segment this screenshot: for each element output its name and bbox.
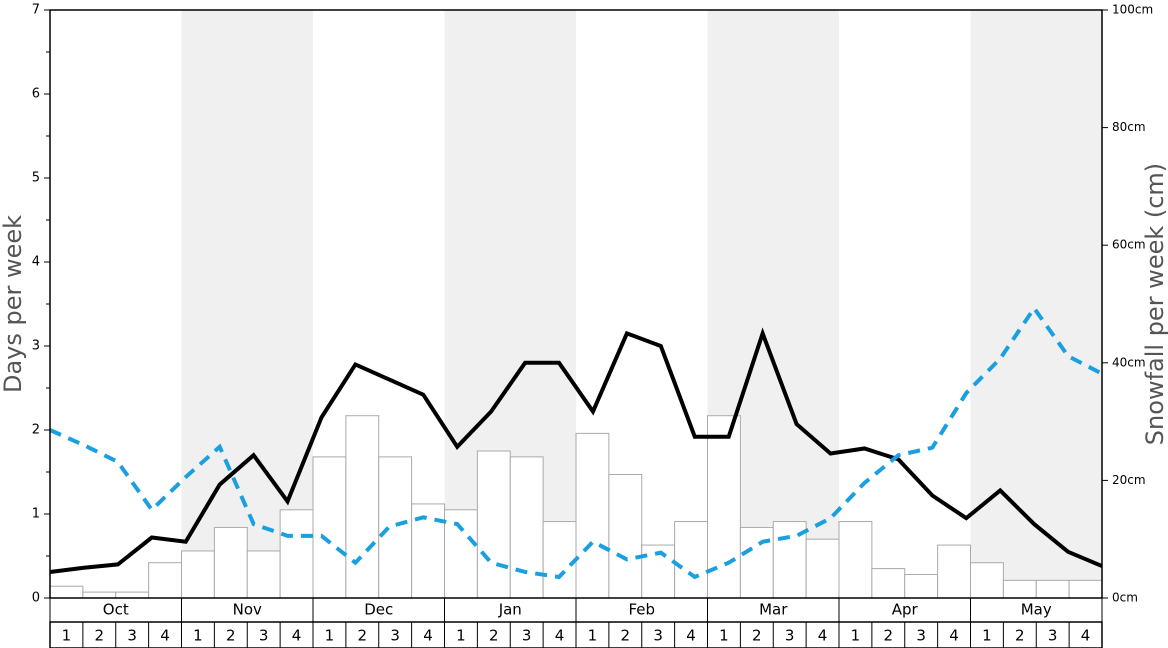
week-label: 1 [851, 627, 861, 645]
week-label: 2 [621, 627, 631, 645]
bar [279, 509, 314, 599]
bar [1035, 579, 1070, 599]
bar [476, 450, 511, 599]
week-label: 3 [522, 627, 532, 645]
week-label: 3 [785, 627, 795, 645]
y2-tick-label: 60cm [1112, 238, 1146, 252]
bar [115, 591, 150, 599]
month-label: Feb [628, 601, 655, 619]
bar [904, 573, 939, 599]
month-label: Mar [759, 601, 788, 619]
y2-tick-label: 100cm [1112, 3, 1153, 17]
bar [345, 415, 380, 599]
week-label: 1 [719, 627, 729, 645]
bar [1002, 579, 1037, 599]
bar [871, 568, 906, 599]
week-label: 4 [686, 627, 696, 645]
bar [838, 521, 873, 599]
week-label: 1 [588, 627, 598, 645]
y-tick-label: 1 [32, 507, 40, 522]
month-label: May [1021, 601, 1052, 619]
bar [575, 432, 610, 599]
y-tick-label: 4 [32, 255, 40, 270]
week-label: 4 [160, 627, 170, 645]
bar [608, 474, 643, 599]
month-shade [181, 10, 313, 598]
week-label: 2 [95, 627, 105, 645]
month-label: Jan [498, 601, 522, 619]
week-label: 1 [325, 627, 335, 645]
bar [937, 544, 971, 599]
line-series [49, 304, 1103, 580]
y2-tick-label: 80cm [1112, 120, 1146, 134]
y-axis-title: Days per week [0, 215, 27, 393]
y-tick-label: 5 [32, 171, 40, 186]
week-label: 4 [555, 627, 565, 645]
week-label: 4 [818, 627, 828, 645]
week-label: 2 [358, 627, 368, 645]
y2-tick-label: 0cm [1112, 591, 1138, 605]
week-label: 1 [62, 627, 72, 645]
week-label: 3 [390, 627, 400, 645]
bar [148, 562, 182, 599]
y-tick-label: 6 [32, 87, 40, 102]
bar [312, 456, 347, 599]
week-label: 3 [259, 627, 269, 645]
bar [82, 591, 117, 599]
bar [970, 562, 1004, 599]
month-label: Dec [364, 601, 393, 619]
y2-tick-label: 40cm [1112, 355, 1146, 369]
week-label: 1 [456, 627, 466, 645]
week-label: 3 [916, 627, 926, 645]
bar [1068, 579, 1103, 599]
week-label: 2 [226, 627, 236, 645]
bar [378, 456, 413, 599]
bar [509, 456, 544, 599]
bar [739, 526, 774, 599]
week-label: 2 [884, 627, 894, 645]
month-label: Apr [892, 601, 919, 619]
week-label: 2 [752, 627, 762, 645]
month-label: Nov [233, 601, 262, 619]
bar [805, 538, 840, 599]
week-label: 3 [127, 627, 137, 645]
y-tick-label: 3 [32, 339, 40, 354]
y-tick-label: 2 [32, 423, 40, 438]
week-label: 1 [982, 627, 992, 645]
bar [674, 521, 708, 599]
bar [181, 550, 215, 599]
week-label: 4 [949, 627, 959, 645]
bar [444, 509, 478, 599]
week-label: 2 [1015, 627, 1025, 645]
bar [213, 526, 248, 599]
month-label: Oct [103, 601, 129, 619]
bar [542, 521, 577, 599]
week-label: 4 [423, 627, 433, 645]
y2-axis-title: Snowfall per week (cm) [1141, 163, 1168, 445]
y2-tick-label: 20cm [1112, 473, 1146, 487]
y-tick-label: 7 [32, 3, 40, 18]
week-label: 3 [653, 627, 663, 645]
week-label: 3 [1048, 627, 1058, 645]
week-label: 4 [292, 627, 302, 645]
month-shade [970, 10, 1102, 598]
week-label: 2 [489, 627, 499, 645]
week-label: 4 [1081, 627, 1091, 645]
line-series [49, 327, 1103, 574]
bar [246, 550, 281, 599]
week-label: 1 [193, 627, 203, 645]
y-tick-label: 0 [32, 591, 40, 606]
bar [49, 585, 84, 599]
